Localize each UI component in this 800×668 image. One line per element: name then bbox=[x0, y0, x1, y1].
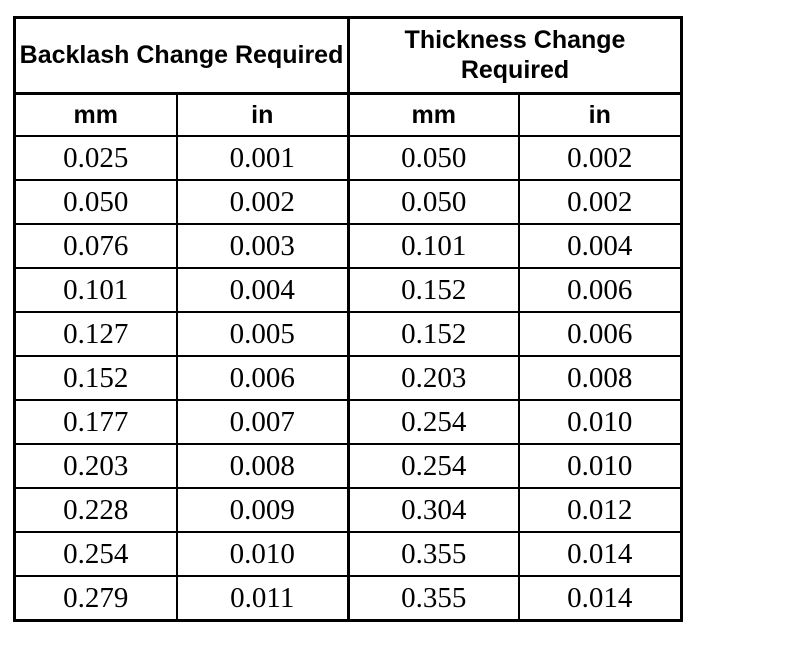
table-cell: 0.005 bbox=[175, 311, 350, 357]
table-unit-header-row: mm in mm in bbox=[13, 92, 683, 137]
table-row: 0.177 0.007 0.254 0.010 bbox=[13, 399, 683, 445]
unit-header-backlash-in: in bbox=[175, 92, 350, 137]
table-cell: 0.004 bbox=[517, 223, 683, 269]
table-cell: 0.152 bbox=[13, 355, 178, 401]
table-cell: 0.101 bbox=[13, 267, 178, 313]
table-cell: 0.279 bbox=[13, 575, 178, 622]
table-row: 0.127 0.005 0.152 0.006 bbox=[13, 311, 683, 357]
table-cell: 0.152 bbox=[347, 311, 520, 357]
table-cell: 0.009 bbox=[175, 487, 350, 533]
table-group-header-row: Backlash Change Required Thickness Chang… bbox=[13, 16, 683, 95]
table-cell: 0.050 bbox=[347, 179, 520, 225]
table-cell: 0.228 bbox=[13, 487, 178, 533]
table-row: 0.101 0.004 0.152 0.006 bbox=[13, 267, 683, 313]
table-cell: 0.101 bbox=[347, 223, 520, 269]
table-header: Backlash Change Required Thickness Chang… bbox=[13, 16, 683, 137]
backlash-thickness-table: Backlash Change Required Thickness Chang… bbox=[13, 16, 684, 622]
table-cell: 0.012 bbox=[517, 487, 683, 533]
table-row: 0.025 0.001 0.050 0.002 bbox=[13, 135, 683, 181]
table-cell: 0.008 bbox=[517, 355, 683, 401]
unit-header-thickness-in: in bbox=[517, 92, 683, 137]
table-row: 0.228 0.009 0.304 0.012 bbox=[13, 487, 683, 533]
table-cell: 0.355 bbox=[347, 531, 520, 577]
table-cell: 0.011 bbox=[175, 575, 350, 622]
table-cell: 0.127 bbox=[13, 311, 178, 357]
table-cell: 0.152 bbox=[347, 267, 520, 313]
table-cell: 0.007 bbox=[175, 399, 350, 445]
unit-header-thickness-mm: mm bbox=[347, 92, 520, 137]
unit-header-backlash-mm: mm bbox=[13, 92, 178, 137]
table-body: 0.025 0.001 0.050 0.002 0.050 0.002 0.050 0.002… bbox=[13, 135, 683, 622]
table-cell: 0.004 bbox=[175, 267, 350, 313]
table-cell: 0.203 bbox=[347, 355, 520, 401]
table-cell: 0.006 bbox=[517, 311, 683, 357]
table-cell: 0.008 bbox=[175, 443, 350, 489]
table-cell: 0.025 bbox=[13, 135, 178, 181]
table-cell: 0.002 bbox=[175, 179, 350, 225]
table-cell: 0.177 bbox=[13, 399, 178, 445]
table-cell: 0.050 bbox=[347, 135, 520, 181]
table-cell: 0.001 bbox=[175, 135, 350, 181]
table-cell: 0.076 bbox=[13, 223, 178, 269]
table-cell: 0.006 bbox=[175, 355, 350, 401]
table-cell: 0.010 bbox=[517, 443, 683, 489]
table-cell: 0.002 bbox=[517, 179, 683, 225]
group-header-thickness-change-required: Thickness Change Required bbox=[347, 16, 683, 95]
table-cell: 0.002 bbox=[517, 135, 683, 181]
group-header-backlash-change-required: Backlash Change Required bbox=[13, 16, 350, 95]
table-cell: 0.006 bbox=[517, 267, 683, 313]
table-cell: 0.014 bbox=[517, 575, 683, 622]
table-row: 0.279 0.011 0.355 0.014 bbox=[13, 575, 683, 622]
table-cell: 0.003 bbox=[175, 223, 350, 269]
table-cell: 0.254 bbox=[13, 531, 178, 577]
table-cell: 0.203 bbox=[13, 443, 178, 489]
table-row: 0.203 0.008 0.254 0.010 bbox=[13, 443, 683, 489]
table-row: 0.076 0.003 0.101 0.004 bbox=[13, 223, 683, 269]
table-row: 0.254 0.010 0.355 0.014 bbox=[13, 531, 683, 577]
table-cell: 0.050 bbox=[13, 179, 178, 225]
table-cell: 0.254 bbox=[347, 443, 520, 489]
table-cell: 0.010 bbox=[517, 399, 683, 445]
table-cell: 0.010 bbox=[175, 531, 350, 577]
table-cell: 0.304 bbox=[347, 487, 520, 533]
table-cell: 0.014 bbox=[517, 531, 683, 577]
table-cell: 0.254 bbox=[347, 399, 520, 445]
table-container: Backlash Change Required Thickness Chang… bbox=[13, 16, 684, 622]
table-row: 0.050 0.002 0.050 0.002 bbox=[13, 179, 683, 225]
table-cell: 0.355 bbox=[347, 575, 520, 622]
table-row: 0.152 0.006 0.203 0.008 bbox=[13, 355, 683, 401]
